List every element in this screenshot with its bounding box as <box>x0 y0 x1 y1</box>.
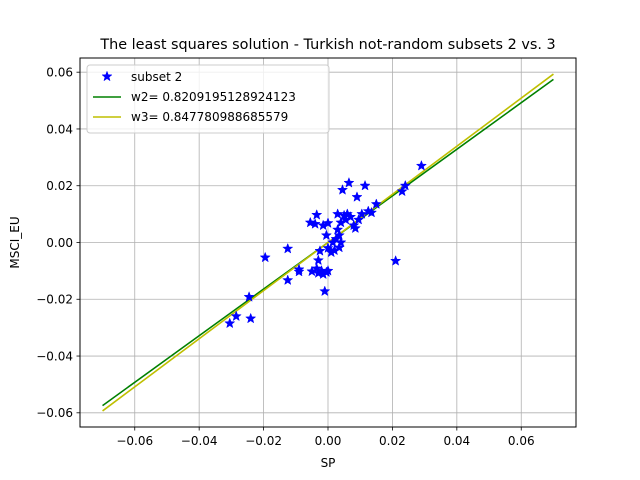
data-point <box>314 245 326 256</box>
data-point <box>322 264 334 276</box>
x-tick-label: 0.04 <box>443 434 470 448</box>
legend-box <box>86 64 330 134</box>
x-tick-label: 0.02 <box>379 434 406 448</box>
y-tick-label: 0.04 <box>46 122 73 136</box>
data-point <box>332 208 344 219</box>
data-point <box>282 242 294 254</box>
legend-label-subset-2: subset 2 <box>131 70 182 84</box>
data-point <box>319 285 331 297</box>
y-tick-label: 0.00 <box>46 236 73 250</box>
data-point <box>259 251 271 263</box>
y-axis-label: MSCI_EU <box>8 216 22 268</box>
data-point <box>322 242 334 253</box>
y-tick-label: 0.06 <box>46 65 73 79</box>
y-tick-label: −0.04 <box>36 349 73 363</box>
data-point <box>309 218 321 229</box>
data-point <box>230 310 242 322</box>
data-point <box>352 213 365 225</box>
data-point <box>399 179 411 191</box>
data-point <box>333 229 345 241</box>
data-point <box>349 222 361 234</box>
data-point <box>335 236 347 248</box>
data-point <box>370 198 382 209</box>
data-point <box>312 254 324 266</box>
data-point <box>224 317 236 329</box>
legend-marker-subset-2 <box>101 70 113 82</box>
chart-title: The least squares solution - Turkish not… <box>99 37 555 53</box>
data-point <box>343 176 355 188</box>
data-point <box>336 184 349 195</box>
data-point <box>293 265 305 277</box>
data-point <box>365 206 378 218</box>
x-tick-label: −0.02 <box>245 434 282 448</box>
data-point <box>322 217 334 228</box>
y-axis-ticks: −0.06 −0.04 −0.02 0.00 0.02 0.04 0.06 <box>36 65 80 420</box>
data-point <box>304 216 316 228</box>
data-point <box>390 255 402 266</box>
x-axis-ticks: −0.06 −0.04 −0.02 0.00 0.02 0.04 0.06 <box>116 427 535 448</box>
y-tick-label: −0.02 <box>36 293 73 307</box>
data-point <box>332 223 344 235</box>
data-point <box>351 191 363 202</box>
y-tick-label: −0.06 <box>36 406 73 420</box>
legend-label-w2: w2= 0.8209195128924123 <box>131 90 296 104</box>
data-point <box>415 159 428 171</box>
data-point <box>311 209 323 220</box>
data-point <box>282 274 294 286</box>
x-tick-label: −0.06 <box>116 434 153 448</box>
data-point <box>344 211 357 222</box>
x-tick-label: 0.00 <box>315 434 342 448</box>
x-tick-label: −0.04 <box>181 434 218 448</box>
data-point <box>356 208 368 219</box>
data-point <box>396 185 408 197</box>
data-point <box>243 291 255 302</box>
y-tick-label: 0.02 <box>46 179 73 193</box>
data-point <box>320 229 333 241</box>
data-point <box>359 179 371 191</box>
data-point <box>311 262 323 274</box>
legend: subset 2 w2= 0.8209195128924123 w3= 0.84… <box>86 64 330 134</box>
x-axis-label: SP <box>321 456 336 470</box>
data-point <box>245 312 257 324</box>
legend-label-w3: w3= 0.847780988685579 <box>131 110 288 124</box>
data-points <box>224 159 428 329</box>
x-tick-label: 0.06 <box>508 434 535 448</box>
